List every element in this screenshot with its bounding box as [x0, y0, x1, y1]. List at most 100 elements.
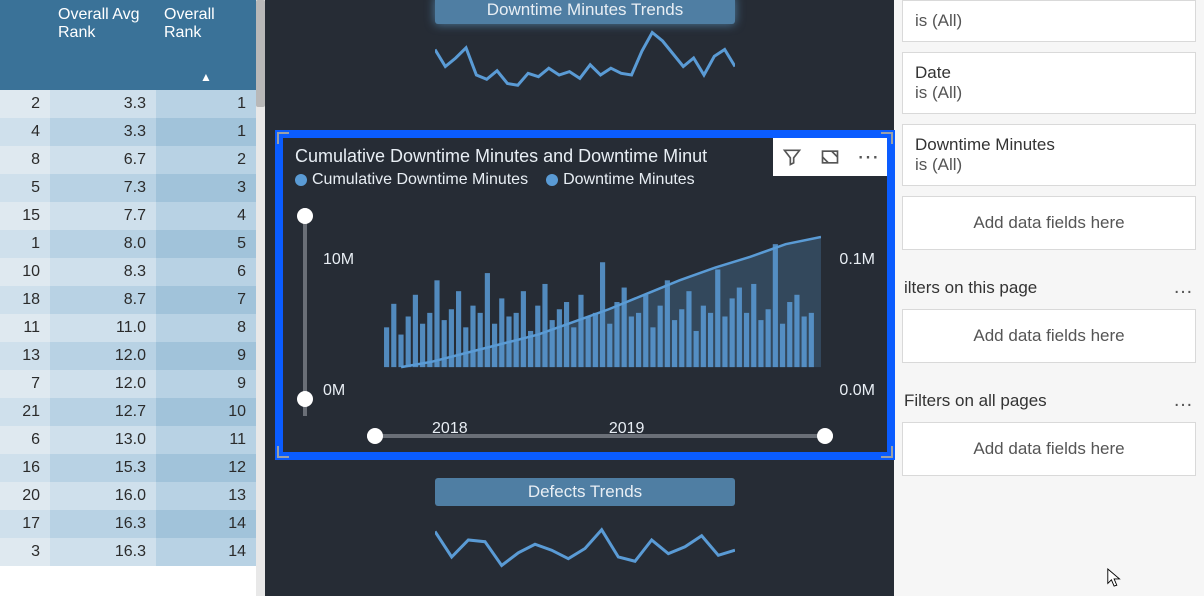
resize-handle[interactable] — [881, 132, 893, 144]
table-scrollbar[interactable] — [256, 0, 265, 596]
table-row[interactable]: 86.72 — [0, 146, 256, 174]
table-row[interactable]: 108.36 — [0, 258, 256, 286]
cell: 3 — [156, 174, 256, 202]
cell: 1 — [0, 230, 50, 258]
cell: 4 — [0, 118, 50, 146]
defects-trends-sparkline — [435, 506, 735, 591]
cell: 10 — [156, 398, 256, 426]
rank-table[interactable]: Overall Avg RankOverall Rank▲23.3143.318… — [0, 0, 256, 566]
table-row[interactable]: 57.33 — [0, 174, 256, 202]
cell: 12.0 — [50, 342, 156, 370]
cell: 8.0 — [50, 230, 156, 258]
filter-card[interactable]: is (All) — [902, 0, 1196, 42]
y-slider-handle-bottom[interactable] — [297, 391, 313, 407]
table-row[interactable]: 1312.09 — [0, 342, 256, 370]
cell: 7.3 — [50, 174, 156, 202]
cell: 3 — [0, 538, 50, 566]
defects-trends-card[interactable]: Defects Trends — [435, 478, 735, 596]
table-row[interactable]: 613.011 — [0, 426, 256, 454]
x-slider-handle-left[interactable] — [367, 428, 383, 444]
table-row[interactable]: 1615.312 — [0, 454, 256, 482]
more-options-icon[interactable]: … — [1173, 276, 1194, 299]
y-right-tick: 0.1M — [839, 251, 875, 269]
report-canvas[interactable]: Downtime Minutes Trends Cumulative Downt… — [265, 0, 894, 596]
resize-handle[interactable] — [277, 132, 289, 144]
filters-on-page-label: ilters on this page — [904, 278, 1037, 298]
y-range-slider[interactable] — [303, 208, 307, 416]
cell: 8.3 — [50, 258, 156, 286]
table-row[interactable]: 18.05 — [0, 230, 256, 258]
cell: 21 — [0, 398, 50, 426]
rank-table-pane: Overall Avg RankOverall Rank▲23.3143.318… — [0, 0, 265, 596]
cell: 20 — [0, 482, 50, 510]
resize-handle[interactable] — [881, 446, 893, 458]
cell: 13 — [156, 482, 256, 510]
cell: 3.3 — [50, 90, 156, 118]
cell: 16 — [0, 454, 50, 482]
table-row[interactable]: 157.74 — [0, 202, 256, 230]
filter-title: Date — [915, 63, 1183, 83]
x-slider-handle-right[interactable] — [817, 428, 833, 444]
table-row[interactable]: 2016.013 — [0, 482, 256, 510]
cell: 14 — [156, 510, 256, 538]
cell: 11 — [0, 314, 50, 342]
cell: 11 — [156, 426, 256, 454]
filter-card[interactable]: Downtime Minutesis (All) — [902, 124, 1196, 186]
cell: 9 — [156, 370, 256, 398]
col-header[interactable]: Overall Avg Rank — [50, 0, 156, 90]
filter-subtitle: is (All) — [915, 155, 1183, 175]
defects-trends-title: Defects Trends — [435, 478, 735, 506]
add-fields-all-pages[interactable]: Add data fields here — [902, 422, 1196, 476]
y-left-tick: 0M — [323, 382, 345, 400]
visual-toolbar: ⋯ — [773, 138, 887, 176]
chart-plot-area[interactable]: 10M0M0.1M0.0M20182019 — [295, 208, 875, 416]
downtime-trends-card[interactable]: Downtime Minutes Trends — [435, 0, 735, 114]
filter-icon[interactable] — [773, 138, 811, 176]
add-fields-visual[interactable]: Add data fields here — [902, 196, 1196, 250]
table-row[interactable]: 1716.314 — [0, 510, 256, 538]
cell: 6 — [156, 258, 256, 286]
downtime-trends-sparkline — [435, 24, 735, 109]
filter-subtitle: is (All) — [915, 11, 1183, 31]
col-header[interactable]: Overall Rank▲ — [156, 0, 256, 90]
cell: 11.0 — [50, 314, 156, 342]
y-left-tick: 10M — [323, 251, 354, 269]
cell: 2 — [156, 146, 256, 174]
x-range-slider[interactable] — [367, 434, 833, 438]
more-options-icon[interactable]: … — [1173, 389, 1194, 412]
selected-visual[interactable]: Cumulative Downtime Minutes and Downtime… — [275, 130, 895, 460]
table-row[interactable]: 2112.710 — [0, 398, 256, 426]
cell: 3.3 — [50, 118, 156, 146]
col-header[interactable] — [0, 0, 50, 90]
cell: 15.3 — [50, 454, 156, 482]
y-right-tick: 0.0M — [839, 382, 875, 400]
y-slider-handle-top[interactable] — [297, 208, 313, 224]
resize-handle[interactable] — [277, 446, 289, 458]
downtime-trends-title: Downtime Minutes Trends — [435, 0, 735, 24]
table-row[interactable]: 1111.08 — [0, 314, 256, 342]
cell: 17 — [0, 510, 50, 538]
filters-pane: is (All)Dateis (All)Downtime Minutesis (… — [894, 0, 1204, 596]
legend-item: Cumulative Downtime Minutes — [295, 171, 528, 189]
cell: 1 — [156, 118, 256, 146]
scrollbar-thumb[interactable] — [256, 0, 265, 107]
filter-card[interactable]: Dateis (All) — [902, 52, 1196, 114]
table-row[interactable]: 316.314 — [0, 538, 256, 566]
cell: 5 — [156, 230, 256, 258]
cell: 5 — [0, 174, 50, 202]
cell: 1 — [156, 90, 256, 118]
cell: 14 — [156, 538, 256, 566]
table-row[interactable]: 43.31 — [0, 118, 256, 146]
legend-item: Downtime Minutes — [546, 171, 695, 189]
table-row[interactable]: 712.09 — [0, 370, 256, 398]
cell: 8.7 — [50, 286, 156, 314]
add-fields-page[interactable]: Add data fields here — [902, 309, 1196, 363]
table-row[interactable]: 188.77 — [0, 286, 256, 314]
filters-on-all-pages-header[interactable]: Filters on all pages … — [902, 383, 1196, 422]
cell: 10 — [0, 258, 50, 286]
cell: 16.0 — [50, 482, 156, 510]
focus-mode-icon[interactable] — [811, 138, 849, 176]
filter-title: Downtime Minutes — [915, 135, 1183, 155]
filters-on-page-header[interactable]: ilters on this page … — [902, 270, 1196, 309]
table-row[interactable]: 23.31 — [0, 90, 256, 118]
